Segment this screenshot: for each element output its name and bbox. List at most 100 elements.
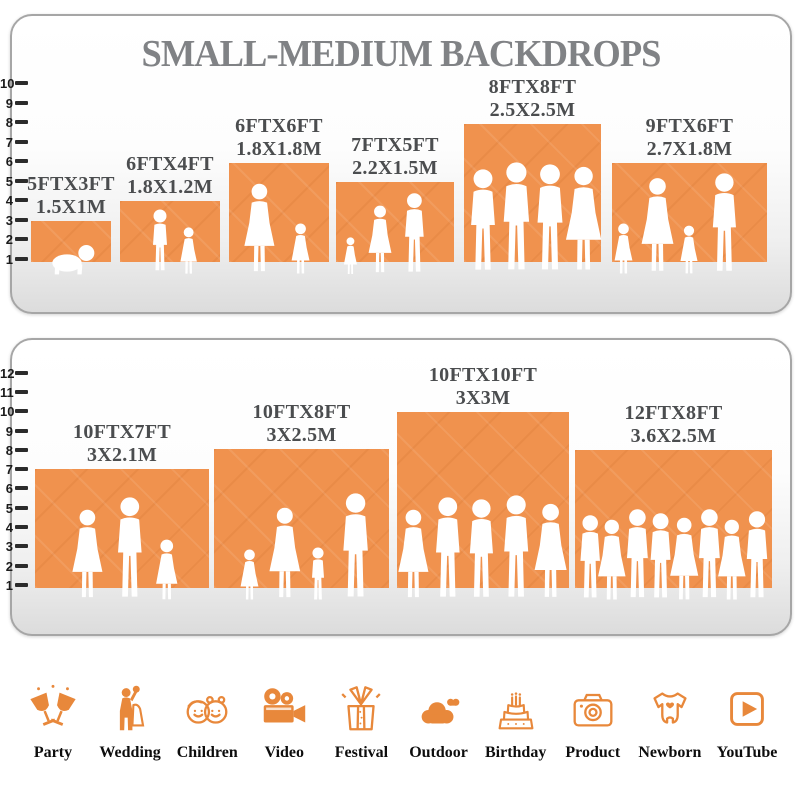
tick-dash [15,389,28,395]
video-icon [264,688,306,723]
ruler-tick: 2 [0,559,28,573]
tick-dash [15,80,28,86]
ruler-tick: 10 [0,404,28,418]
category-youtube: YouTube [710,654,784,762]
party-icon [30,684,76,726]
ruler-tick: 2 [0,232,28,246]
ruler-tick: 9 [0,424,28,438]
backdrop-size-label: 10FTX8FT 3X2.5M [252,401,351,446]
backdrop-size-label: 7FTX5FT 2.2X1.5M [351,134,439,179]
group-silhouette [398,495,567,598]
festival-icon [341,686,382,731]
backdrop-rect-10x7ft: 10FTX7FT 3X2.1M [35,421,209,600]
category-label: Product [565,744,621,761]
backdrop-rect-10x10ft: 10FTX10FT 3X3M [397,364,569,598]
tick-dash [15,370,28,376]
ruler-tick: 11 [0,385,28,399]
mother-child-silhouette [244,183,310,274]
page-title: SMALL-MEDIUM BACKDROPS [141,33,662,75]
tick-dash [15,466,28,472]
ruler-tick: 7 [0,135,28,149]
category-label: YouTube [716,744,778,761]
tick-dash [15,256,28,262]
tick-dash [15,428,28,434]
youtube-icon [730,692,764,726]
tick-dash [15,139,28,145]
category-label: Party [33,744,73,761]
backdrop-rect-5x3ft: 5FTX3FT 1.5X1M [27,173,115,275]
outdoor-icon [421,698,459,724]
tick-dash [15,158,28,164]
category-label: Video [264,744,305,761]
category-newborn: Newborn [633,654,707,762]
backdrop-size-label: 8FTX8FT 2.5X2.5M [488,76,577,121]
category-wedding: Wedding [93,654,167,762]
backdrop-rect-6x4ft: 6FTX4FT 1.8X1.2M [120,153,220,274]
tick-dash [15,236,28,242]
category-label: Outdoor [409,744,468,761]
tick-dash [15,447,28,453]
ruler-tick: 5 [0,174,28,188]
ruler-tick: 5 [0,501,28,515]
wedding-icon [119,685,145,731]
backdrop-size-label: 6FTX4FT 1.8X1.2M [126,153,214,198]
ruler-tick: 4 [0,193,28,207]
tick-dash [15,505,28,511]
group-silhouette [471,162,602,270]
category-festival: Festival [324,654,398,762]
birthday-icon [498,692,534,730]
ruler-tick: 1 [0,578,28,592]
tick-dash [15,119,28,125]
newborn-icon [653,692,687,724]
ruler-tick: 6 [0,481,28,495]
panel-small-medium-bottom: 12 11 10 9 8 7 6 5 4 3 2 1 10FTX7FT 3X2.1… [0,338,792,636]
backdrop-size-label: 6FTX6FT 1.8X1.8M [235,115,323,160]
category-product: Product [556,654,630,762]
category-children: Children [170,654,244,762]
backdrop-rect-8x8ft: 8FTX8FT 2.5X2.5M [464,76,602,270]
backdrop-size-label: 9FTX6FT 2.7X1.8M [645,115,734,160]
ruler-tick: 12 [0,366,28,380]
category-video: Video [247,654,321,762]
category-birthday: Birthday [479,654,553,762]
family-silhouette [240,493,368,600]
category-party: Party [16,654,90,762]
category-row: Party Wedding [16,654,784,762]
category-label: Wedding [99,744,161,761]
category-outdoor: Outdoor [402,654,476,762]
panel-small-medium-top: SMALL-MEDIUM BACKDROPS 10 9 8 7 6 5 4 3 … [0,14,792,314]
ruler-tick: 3 [0,539,28,553]
category-label: Children [176,744,238,761]
ruler-tick: 1 [0,252,28,266]
ruler-tick: 10 [0,76,28,90]
backdrop-size-label: 10FTX10FT 3X3M [428,364,538,409]
tick-dash [15,563,28,569]
category-label: Birthday [484,744,547,761]
category-label: Newborn [638,744,702,761]
product-icon [573,693,613,727]
backdrop-rect-6x6ft: 6FTX6FT 1.8X1.8M [229,115,329,274]
family-silhouette [343,193,424,274]
ruler-tick: 3 [0,213,28,227]
children-silhouette [153,209,197,274]
backdrop-size-label: 5FTX3FT 1.5X1M [27,173,115,218]
crowd-silhouette [580,509,768,600]
backdrop-size-label: 10FTX7FT 3X2.1M [73,421,171,466]
ruler-tick: 8 [0,115,28,129]
tick-dash [15,217,28,223]
tick-dash [15,524,28,530]
ruler-tick: 9 [0,96,28,110]
backdrop-rect-7x5ft: 7FTX5FT 2.2X1.5M [336,134,454,274]
tick-dash [15,100,28,106]
backdrop-rect-9x6ft: 9FTX6FT 2.7X1.8M [612,115,767,274]
ruler-tick: 8 [0,443,28,457]
backdrop-size-label: 12FTX8FT 3.6X2.5M [624,402,723,447]
ruler-tick: 4 [0,520,28,534]
tick-dash [15,582,28,588]
family-silhouette [72,497,178,600]
family-silhouette [614,173,736,274]
backdrop-rect-12x8ft: 12FTX8FT 3.6X2.5M [575,402,772,600]
tick-dash [15,408,28,414]
tick-dash [15,485,28,491]
tick-dash [15,178,28,184]
